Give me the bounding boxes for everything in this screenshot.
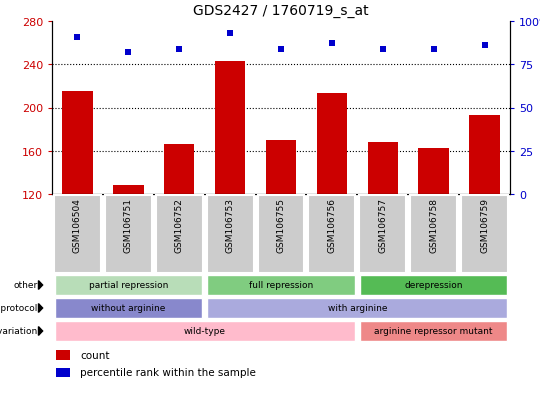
Bar xyxy=(469,116,500,195)
Text: count: count xyxy=(80,350,110,360)
FancyBboxPatch shape xyxy=(207,275,355,295)
Text: growth protocol: growth protocol xyxy=(0,303,37,312)
FancyBboxPatch shape xyxy=(308,195,355,273)
Text: full repression: full repression xyxy=(249,281,313,290)
FancyBboxPatch shape xyxy=(55,321,355,341)
FancyBboxPatch shape xyxy=(156,195,202,273)
FancyBboxPatch shape xyxy=(54,195,101,273)
Text: GSM106756: GSM106756 xyxy=(327,198,336,253)
FancyBboxPatch shape xyxy=(461,195,508,273)
Point xyxy=(73,34,82,41)
Text: genotype/variation: genotype/variation xyxy=(0,326,37,335)
Bar xyxy=(418,148,449,195)
Text: arginine repressor mutant: arginine repressor mutant xyxy=(374,327,493,336)
Text: partial repression: partial repression xyxy=(89,281,168,290)
Text: percentile rank within the sample: percentile rank within the sample xyxy=(80,367,256,377)
Bar xyxy=(215,62,245,195)
Point xyxy=(175,46,184,53)
Polygon shape xyxy=(38,281,43,290)
FancyBboxPatch shape xyxy=(360,321,508,341)
Text: GSM106504: GSM106504 xyxy=(73,198,82,252)
Text: without arginine: without arginine xyxy=(91,304,166,313)
Text: derepression: derepression xyxy=(404,281,463,290)
FancyBboxPatch shape xyxy=(55,298,202,318)
Text: GSM106759: GSM106759 xyxy=(480,198,489,253)
Text: other: other xyxy=(13,280,37,290)
Title: GDS2427 / 1760719_s_at: GDS2427 / 1760719_s_at xyxy=(193,4,369,18)
Bar xyxy=(56,351,70,360)
FancyBboxPatch shape xyxy=(410,195,457,273)
Bar xyxy=(266,140,296,195)
Bar xyxy=(368,143,398,195)
Polygon shape xyxy=(38,327,43,336)
Bar xyxy=(56,368,70,377)
Point xyxy=(124,50,133,56)
FancyBboxPatch shape xyxy=(207,298,508,318)
Point xyxy=(379,46,387,53)
Point xyxy=(276,46,285,53)
Point xyxy=(226,31,234,37)
FancyBboxPatch shape xyxy=(105,195,152,273)
FancyBboxPatch shape xyxy=(359,195,406,273)
Polygon shape xyxy=(38,304,43,313)
Bar xyxy=(113,186,144,195)
Point xyxy=(429,46,438,53)
Text: GSM106755: GSM106755 xyxy=(276,198,286,253)
Bar xyxy=(316,94,347,195)
Text: GSM106752: GSM106752 xyxy=(175,198,184,252)
Text: with arginine: with arginine xyxy=(328,304,387,313)
Point xyxy=(328,41,336,47)
Point xyxy=(480,43,489,50)
Text: GSM106753: GSM106753 xyxy=(226,198,234,253)
Text: GSM106751: GSM106751 xyxy=(124,198,133,253)
Bar xyxy=(62,92,93,195)
FancyBboxPatch shape xyxy=(258,195,305,273)
Text: GSM106757: GSM106757 xyxy=(379,198,387,253)
Bar xyxy=(164,145,194,195)
FancyBboxPatch shape xyxy=(360,275,508,295)
FancyBboxPatch shape xyxy=(207,195,253,273)
FancyBboxPatch shape xyxy=(55,275,202,295)
Text: wild-type: wild-type xyxy=(184,327,226,336)
Text: GSM106758: GSM106758 xyxy=(429,198,438,253)
